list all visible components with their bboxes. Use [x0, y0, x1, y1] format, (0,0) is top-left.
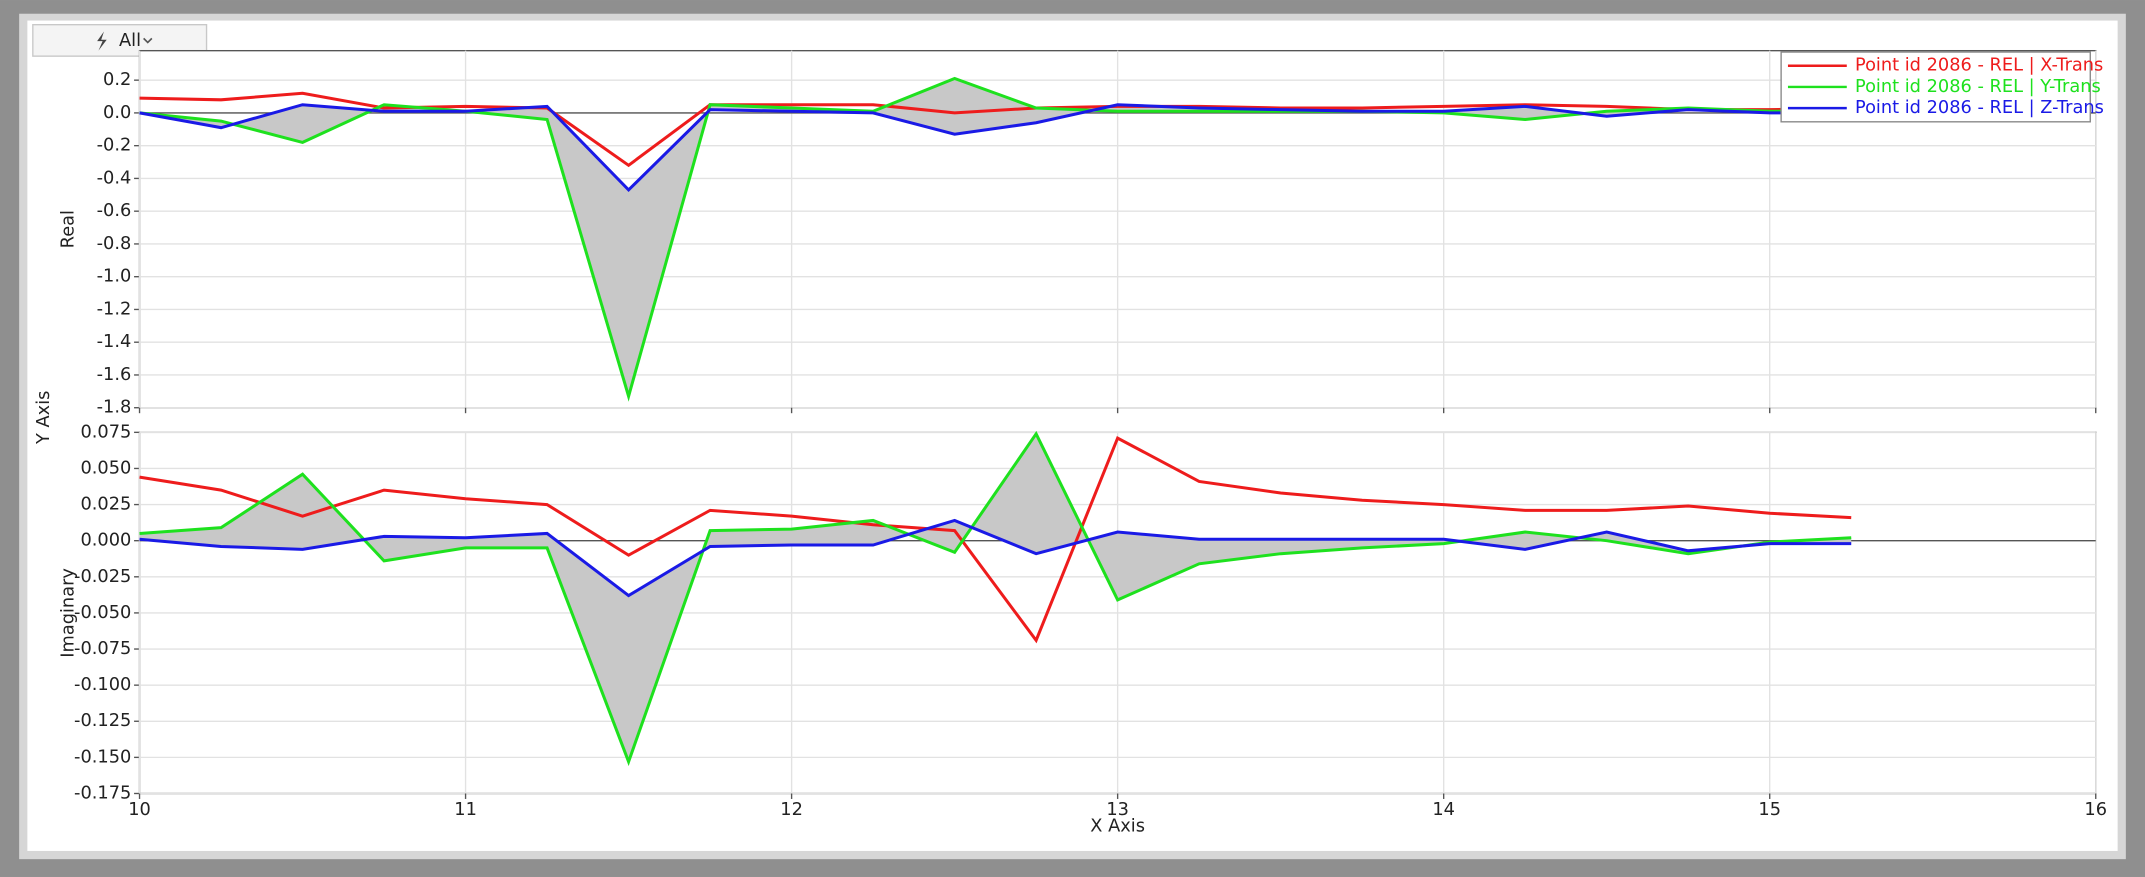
y-tick-label: -0.150 [74, 746, 131, 767]
legend-label: Point id 2086 - REL | Y-Trans [1855, 76, 2101, 97]
series-line [139, 436, 1852, 644]
y-subplot-label: Imaginary [57, 568, 78, 658]
y-tick-label: -0.175 [74, 782, 131, 803]
series-line [139, 430, 1852, 767]
y-tick-label: -0.025 [74, 566, 131, 587]
y-tick-label: -0.100 [74, 674, 131, 695]
x-tick-label: 15 [1758, 799, 1781, 820]
y-tick-label: -1.2 [97, 298, 132, 319]
x-tick-label: 11 [454, 799, 477, 820]
y-axis-title: Y Axis [33, 391, 54, 445]
series-line [139, 103, 1852, 193]
button-label[interactable]: All [119, 30, 141, 51]
x-tick-label: 16 [2084, 799, 2107, 820]
y-tick-label: -0.8 [97, 233, 132, 254]
y-tick-label: -0.6 [97, 200, 132, 221]
shaded-area [139, 78, 1852, 397]
y-tick-label: 0.000 [80, 530, 131, 551]
y-tick-label: -1.6 [97, 364, 132, 385]
legend-label: Point id 2086 - REL | Z-Trans [1855, 97, 2104, 118]
y-tick-label: -1.8 [97, 397, 132, 418]
y-tick-label: 0.075 [80, 421, 131, 442]
series-line [139, 518, 1852, 598]
y-tick-label: -0.4 [97, 167, 132, 188]
series-line [139, 76, 1852, 402]
y-tick-label: -0.075 [74, 638, 131, 659]
y-tick-label: -0.050 [74, 602, 131, 623]
bolt-icon [97, 31, 107, 51]
x-tick-label: 14 [1432, 799, 1455, 820]
y-tick-label: 0.025 [80, 494, 131, 515]
y-tick-label: 0.050 [80, 457, 131, 478]
y-tick-label: -1.4 [97, 331, 132, 352]
chevron [143, 37, 153, 44]
y-tick-label: -0.125 [74, 710, 131, 731]
x-axis-title: X Axis [1090, 815, 1145, 836]
y-tick-label: 0.0 [103, 102, 131, 123]
x-tick-label: 12 [780, 799, 803, 820]
shaded-area [139, 433, 1852, 762]
legend-label: Point id 2086 - REL | X-Trans [1855, 55, 2103, 76]
y-tick-label: -0.2 [97, 135, 132, 156]
x-tick-label: 13 [1106, 799, 1129, 820]
y-subplot-label: Real [57, 210, 78, 248]
x-tick-label: 10 [128, 799, 151, 820]
y-tick-label: -1.0 [97, 266, 132, 287]
y-tick-label: 0.2 [103, 69, 131, 90]
